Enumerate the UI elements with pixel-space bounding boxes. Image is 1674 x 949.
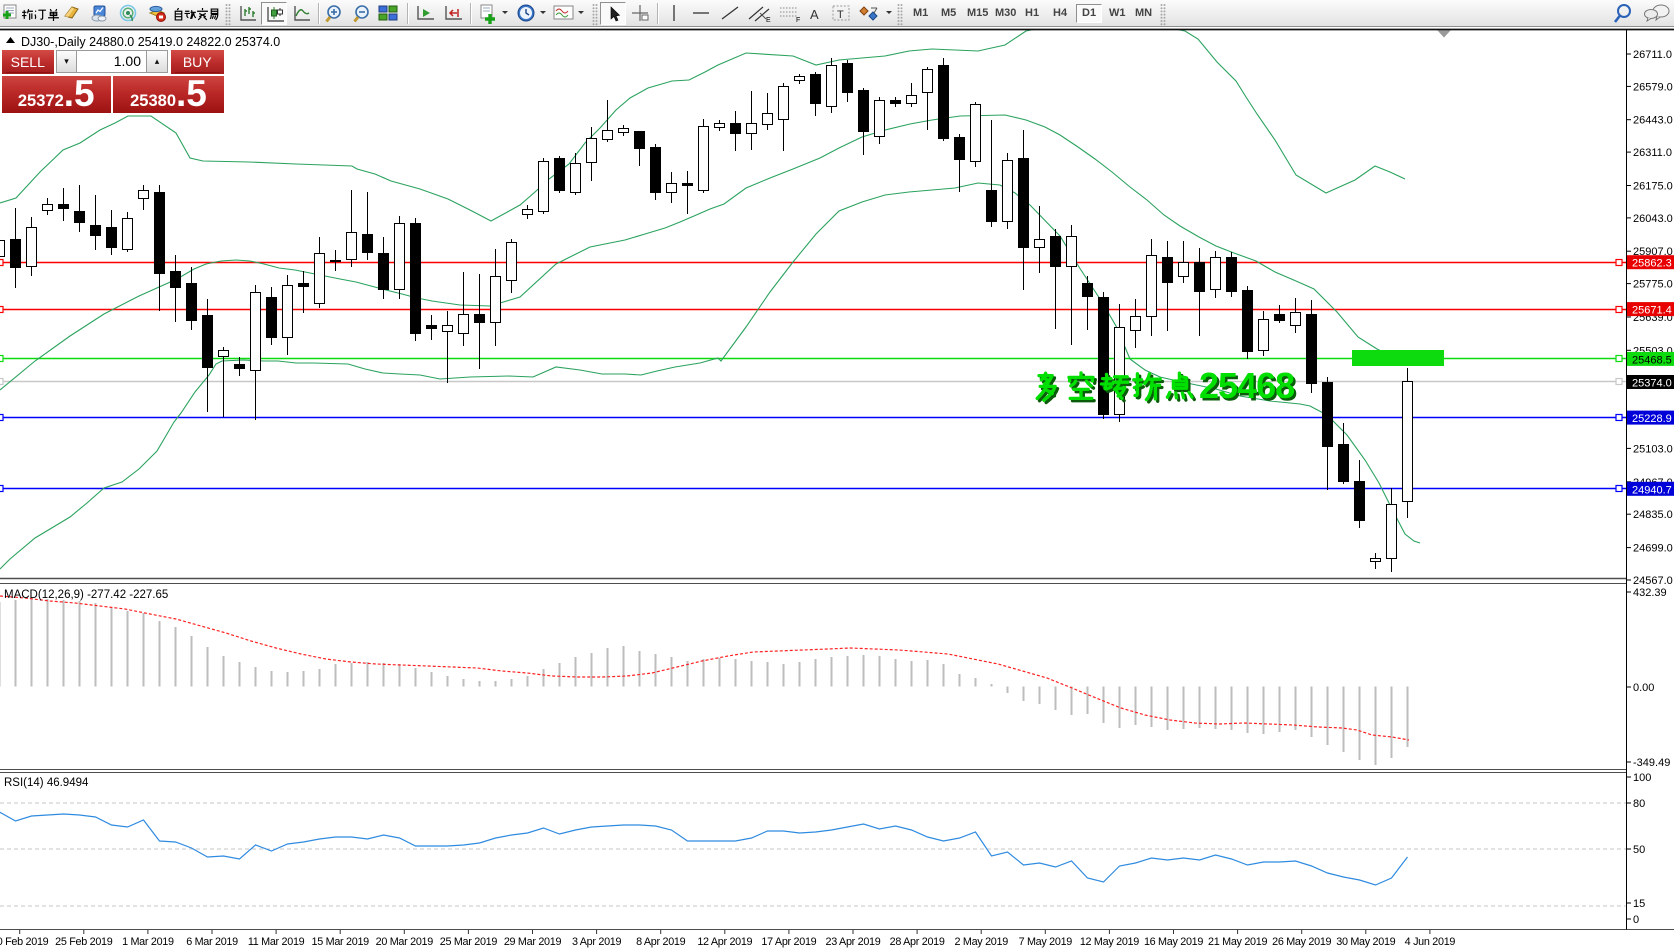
svg-text:8 Apr 2019: 8 Apr 2019 (636, 936, 686, 948)
svg-text:23 Apr 2019: 23 Apr 2019 (826, 936, 881, 948)
svg-text:12 Apr 2019: 12 Apr 2019 (697, 936, 752, 948)
svg-text:80: 80 (1633, 798, 1645, 810)
svg-text:25 Feb 2019: 25 Feb 2019 (55, 936, 113, 948)
svg-text:24567.0: 24567.0 (1633, 575, 1673, 587)
svg-text:7 May 2019: 7 May 2019 (1019, 936, 1073, 948)
svg-text:25 Mar 2019: 25 Mar 2019 (440, 936, 498, 948)
svg-text:30 May 2019: 30 May 2019 (1336, 936, 1395, 948)
svg-text:RSI(14) 46.9494: RSI(14) 46.9494 (4, 777, 89, 789)
svg-text:25103.0: 25103.0 (1633, 443, 1673, 455)
svg-text:432.39: 432.39 (1633, 587, 1667, 599)
svg-text:-349.49: -349.49 (1633, 757, 1670, 769)
svg-text:26043.0: 26043.0 (1633, 213, 1673, 225)
svg-text:100: 100 (1633, 772, 1651, 784)
svg-text:25862.3: 25862.3 (1632, 258, 1672, 270)
svg-text:21 May 2019: 21 May 2019 (1208, 936, 1267, 948)
svg-text:0.00: 0.00 (1633, 682, 1654, 694)
svg-text:16 May 2019: 16 May 2019 (1144, 936, 1203, 948)
svg-text:17 Apr 2019: 17 Apr 2019 (761, 936, 816, 948)
svg-text:25671.4: 25671.4 (1632, 305, 1672, 317)
svg-text:3 Apr 2019: 3 Apr 2019 (572, 936, 622, 948)
svg-text:11 Mar 2019: 11 Mar 2019 (248, 936, 305, 948)
svg-text:MACD(12,26,9) -277.42 -227.65: MACD(12,26,9) -277.42 -227.65 (4, 589, 168, 601)
svg-text:26175.0: 26175.0 (1633, 181, 1673, 193)
svg-text:15: 15 (1633, 898, 1645, 910)
svg-text:12 May 2019: 12 May 2019 (1080, 936, 1139, 948)
svg-text:0: 0 (1633, 914, 1639, 926)
svg-text:26579.0: 26579.0 (1633, 81, 1673, 93)
svg-text:6 Mar 2019: 6 Mar 2019 (186, 936, 238, 948)
svg-text:E: E (766, 17, 771, 24)
svg-text:DJ30-,Daily 24880.0 25419.0 2: DJ30-,Daily 24880.0 25419.0 24822.0 2537… (21, 35, 280, 49)
svg-text:29 Mar 2019: 29 Mar 2019 (504, 936, 562, 948)
svg-text:15 Mar 2019: 15 Mar 2019 (312, 936, 370, 948)
svg-text:20 Feb 2019: 20 Feb 2019 (0, 936, 49, 948)
svg-text:F: F (796, 17, 800, 24)
svg-text:24835.0: 24835.0 (1633, 509, 1673, 521)
svg-text:1 Mar 2019: 1 Mar 2019 (122, 936, 174, 948)
svg-text:25775.0: 25775.0 (1633, 279, 1673, 291)
svg-text:25468.5: 25468.5 (1632, 354, 1672, 366)
svg-text:26 May 2019: 26 May 2019 (1272, 936, 1331, 948)
svg-text:50: 50 (1633, 844, 1645, 856)
svg-text:25374.0: 25374.0 (1632, 378, 1672, 390)
svg-text:T: T (837, 9, 844, 21)
svg-text:24940.7: 24940.7 (1632, 484, 1672, 496)
svg-text:4 Jun 2019: 4 Jun 2019 (1405, 936, 1456, 948)
svg-text:26443.0: 26443.0 (1633, 115, 1673, 127)
svg-text:25228.9: 25228.9 (1632, 413, 1672, 425)
svg-text:26311.0: 26311.0 (1633, 147, 1672, 159)
svg-text:25468: 25468 (1199, 365, 1294, 406)
svg-text:2 May 2019: 2 May 2019 (954, 936, 1008, 948)
svg-text:20 Mar 2019: 20 Mar 2019 (376, 936, 434, 948)
svg-text:24699.0: 24699.0 (1633, 543, 1673, 555)
svg-text:26711.0: 26711.0 (1633, 49, 1672, 61)
svg-text:25468: 25468 (1201, 367, 1296, 408)
svg-text:28 Apr 2019: 28 Apr 2019 (890, 936, 945, 948)
svg-text:A: A (810, 7, 819, 22)
